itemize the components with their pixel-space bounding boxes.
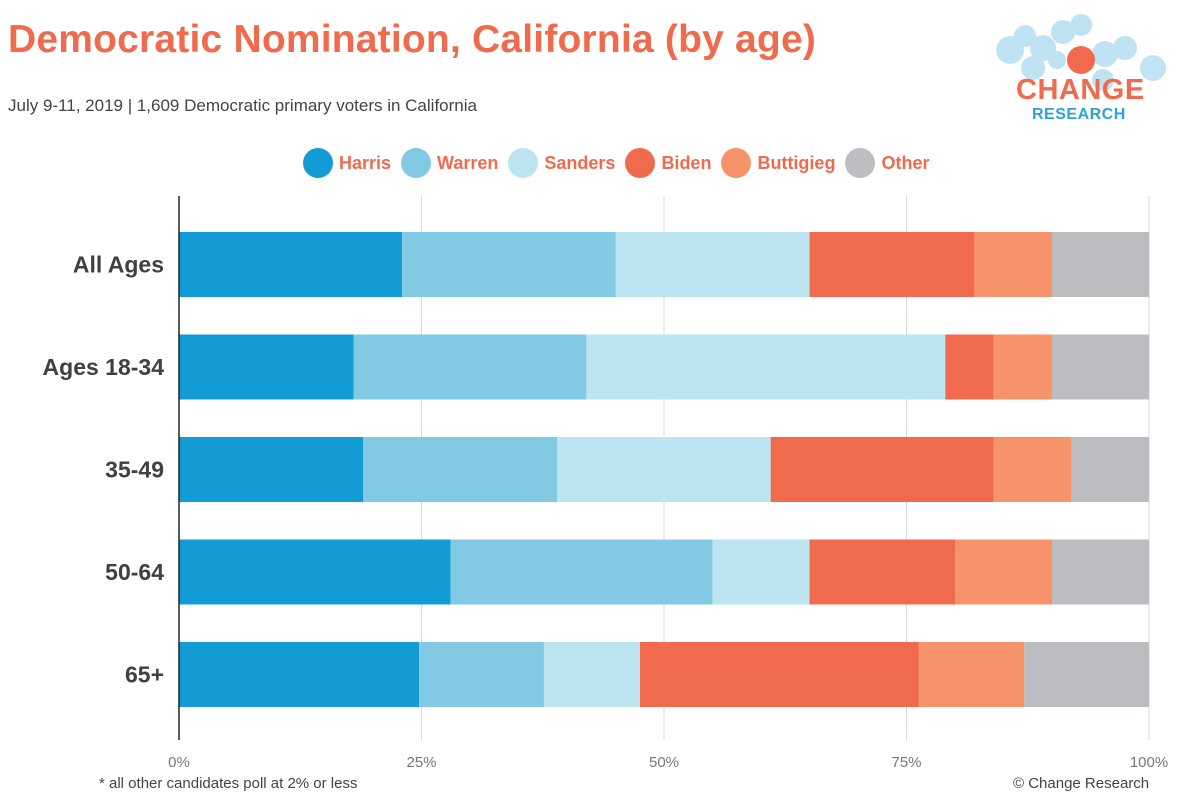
legend-label: Biden (661, 152, 712, 173)
bar-segment-warren (353, 334, 587, 400)
legend-label: Buttigieg (757, 152, 836, 173)
x-tick-label: 50% (649, 754, 679, 771)
logo-text-research: RESEARCH (1032, 106, 1126, 123)
bar-segment-harris (179, 334, 354, 400)
chart-subtitle: July 9-11, 2019 | 1,609 Democratic prima… (8, 96, 477, 115)
legend-label: Warren (437, 152, 499, 173)
legend-item-buttigieg: Buttigieg (721, 148, 835, 178)
bar-segment-buttigieg (955, 539, 1052, 605)
bar-segment-other (1071, 437, 1149, 502)
category-label: All Ages (73, 252, 164, 278)
change-research-logo (996, 14, 1166, 91)
category-label: Ages 18-34 (43, 354, 165, 380)
bar-segment-sanders (543, 642, 640, 707)
bar-segment-buttigieg (918, 642, 1025, 707)
bar-segment-warren (450, 539, 713, 605)
copyright: © Change Research (1013, 775, 1150, 792)
x-tick-label: 0% (168, 754, 190, 771)
bar-segment-biden (639, 642, 919, 707)
x-tick-label: 75% (891, 754, 921, 771)
legend-label: Harris (339, 152, 392, 173)
legend-swatch (303, 148, 333, 178)
bar-segment-other (1024, 642, 1149, 707)
bar-segment-biden (945, 334, 994, 400)
chart-legend: Harris Warren Sanders Biden Buttigieg Other (303, 147, 929, 179)
footnote: * all other candidates poll at 2% or les… (99, 775, 358, 792)
legend-label: Other (881, 152, 930, 173)
bar-segment-harris (179, 539, 451, 605)
category-label: 35-49 (105, 457, 164, 483)
category-label: 65+ (125, 662, 164, 688)
bar-segment-other (1052, 334, 1149, 400)
legend-item-biden: Biden (625, 148, 711, 178)
chart-title: Democratic Nomination, California (by ag… (8, 18, 817, 61)
bar-segment-harris (179, 437, 364, 502)
legend-swatch (845, 148, 876, 178)
legend-swatch (625, 148, 656, 178)
legend-item-sanders: Sanders (508, 148, 615, 178)
category-label: 50-64 (105, 559, 164, 585)
legend-swatch (401, 148, 432, 178)
bar-segment-sanders (586, 334, 946, 400)
legend-swatch (721, 148, 752, 178)
bar-segment-other (1052, 232, 1149, 297)
bar-segment-harris (179, 642, 420, 707)
bar-segment-buttigieg (974, 232, 1052, 297)
bar-segment-buttigieg (993, 437, 1072, 502)
bar-segment-biden (809, 232, 975, 297)
legend-item-other: Other (845, 148, 929, 178)
logo-text-change: CHANGE (1016, 74, 1145, 106)
x-tick-label: 100% (1130, 754, 1168, 771)
bar-segment-other (1052, 539, 1149, 605)
legend-label: Sanders (544, 152, 616, 173)
bar-segment-buttigieg (993, 334, 1052, 400)
bar-segment-sanders (557, 437, 771, 502)
bar-segment-sanders (712, 539, 810, 605)
bar-segment-warren (363, 437, 558, 502)
bar-segment-harris (179, 232, 403, 297)
x-tick-label: 25% (406, 754, 436, 771)
legend-item-warren: Warren (401, 148, 498, 178)
legend-swatch (508, 148, 539, 178)
bar-segment-biden (809, 539, 955, 605)
bar-segment-biden (770, 437, 994, 502)
bar-segment-sanders (615, 232, 810, 297)
bar-segment-warren (419, 642, 544, 707)
legend-item-harris: Harris (303, 148, 391, 178)
bar-segment-warren (402, 232, 616, 297)
